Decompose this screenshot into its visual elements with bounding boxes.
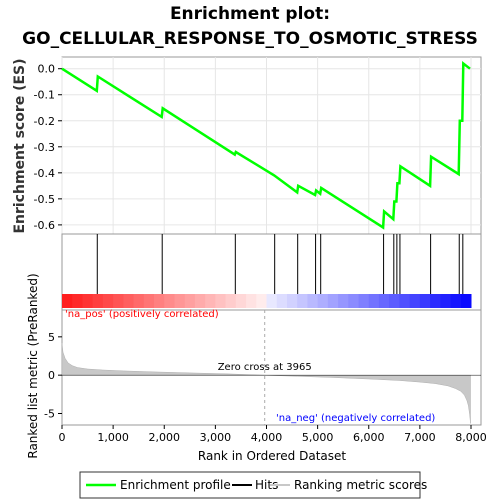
es-y-tick-label: -0.1 <box>34 89 55 102</box>
metric-x-tick-label: 0 <box>59 431 66 444</box>
color-bar-segment <box>246 294 257 308</box>
color-bar-segment <box>184 294 196 308</box>
metric-x-label: Rank in Ordered Dataset <box>198 449 346 463</box>
color-bar-segment <box>430 294 441 308</box>
es-y-tick-label: -0.3 <box>34 141 55 154</box>
color-bar-segment <box>399 294 411 308</box>
metric-panel <box>61 309 482 426</box>
legend-box <box>79 471 421 499</box>
legend-hits-label: Hits <box>255 478 278 492</box>
neg-label: 'na_neg' (negatively correlated) <box>276 413 435 424</box>
legend-enrichment-label: Enrichment profile <box>120 478 231 492</box>
metric-x-ticks: 0 1,000 2,000 3,000 4,000 5,000 6,000 7,000 8,00… <box>59 425 487 444</box>
color-bar-segment <box>317 294 329 308</box>
color-bar-segment <box>327 294 339 308</box>
color-bar-segment <box>133 294 145 308</box>
metric-x-tick-label: 7,000 <box>404 431 436 444</box>
metric-y-tick-label: 0 <box>48 369 55 382</box>
color-bar-segment <box>225 294 237 308</box>
metric-x-tick-label: 4,000 <box>251 431 283 444</box>
color-bar-segment <box>256 294 267 308</box>
color-bar-segment <box>338 294 349 308</box>
rank-color-bar <box>62 294 472 308</box>
hits-group <box>96 234 464 294</box>
zero-cross-label: Zero cross at 3965 <box>218 362 312 373</box>
metric-x-tick-label: 3,000 <box>200 431 232 444</box>
metric-x-tick-label: 6,000 <box>353 431 385 444</box>
color-bar-segment <box>348 294 360 308</box>
es-y-tick-label: -0.6 <box>34 219 55 232</box>
es-y-tick-label: 0.0 <box>38 63 56 76</box>
color-bar-segment <box>409 294 421 308</box>
color-bar-segment <box>297 294 308 308</box>
color-bar-segment <box>205 294 216 308</box>
chart-title-line1: Enrichment plot: <box>170 4 330 24</box>
color-bar-segment <box>378 294 390 308</box>
metric-y-tick-label: -5 <box>44 408 55 421</box>
color-bar-segment <box>358 294 370 308</box>
es-panel <box>61 56 482 235</box>
es-y-tick-label: -0.2 <box>34 115 55 128</box>
es-y-ticks: 0.0 -0.1 -0.2 -0.3 -0.4 -0.5 -0.6 <box>34 63 62 232</box>
ranking-metric-area <box>61 342 471 424</box>
color-bar-segment <box>143 294 155 308</box>
color-bar-segment <box>440 294 452 308</box>
color-bar-segment <box>194 294 206 308</box>
color-bar-segment <box>460 294 472 308</box>
metric-x-tick-label: 8,000 <box>455 431 487 444</box>
metric-x-tick-label: 1,000 <box>97 431 129 444</box>
color-bar-segment <box>389 294 400 308</box>
metric-y-label: Ranked list metric (PreRanked) <box>26 273 40 458</box>
color-bar-segment <box>164 294 175 308</box>
color-bar-segment <box>419 294 431 308</box>
metric-x-tick-label: 2,000 <box>149 431 181 444</box>
metric-x-tick-label: 5,000 <box>302 431 334 444</box>
es-y-tick-label: -0.5 <box>34 193 55 206</box>
color-bar-segment <box>286 294 298 308</box>
metric-y-ticks: 5 0 -5 <box>44 331 62 421</box>
metric-y-tick-label: 5 <box>48 331 55 344</box>
color-bar-segment <box>368 294 380 308</box>
color-bar-segment <box>235 294 247 308</box>
es-y-label: Enrichment score (ES) <box>12 58 28 233</box>
chart-title-line2: GO_CELLULAR_RESPONSE_TO_OSMOTIC_STRESS <box>22 29 478 49</box>
color-bar-segment <box>266 294 278 308</box>
color-bar-segment <box>62 294 73 308</box>
enrichment-profile-line <box>61 60 471 230</box>
color-bar-segment <box>123 294 135 308</box>
es-y-tick-label: -0.4 <box>34 167 55 180</box>
color-bar-segment <box>174 294 186 308</box>
color-bar-segment <box>82 294 94 308</box>
color-bar-segment <box>215 294 227 308</box>
pos-label: 'na_pos' (positively correlated) <box>65 309 219 320</box>
color-bar-segment <box>276 294 288 308</box>
color-bar-segment <box>102 294 114 308</box>
color-bar-segment <box>92 294 104 308</box>
legend-metric-label: Ranking metric scores <box>294 478 427 492</box>
color-bar-segment <box>113 294 124 308</box>
color-bar-segment <box>154 294 165 308</box>
color-bar-segment <box>72 294 83 308</box>
color-bar-segment <box>450 294 462 308</box>
color-bar-segment <box>307 294 319 308</box>
